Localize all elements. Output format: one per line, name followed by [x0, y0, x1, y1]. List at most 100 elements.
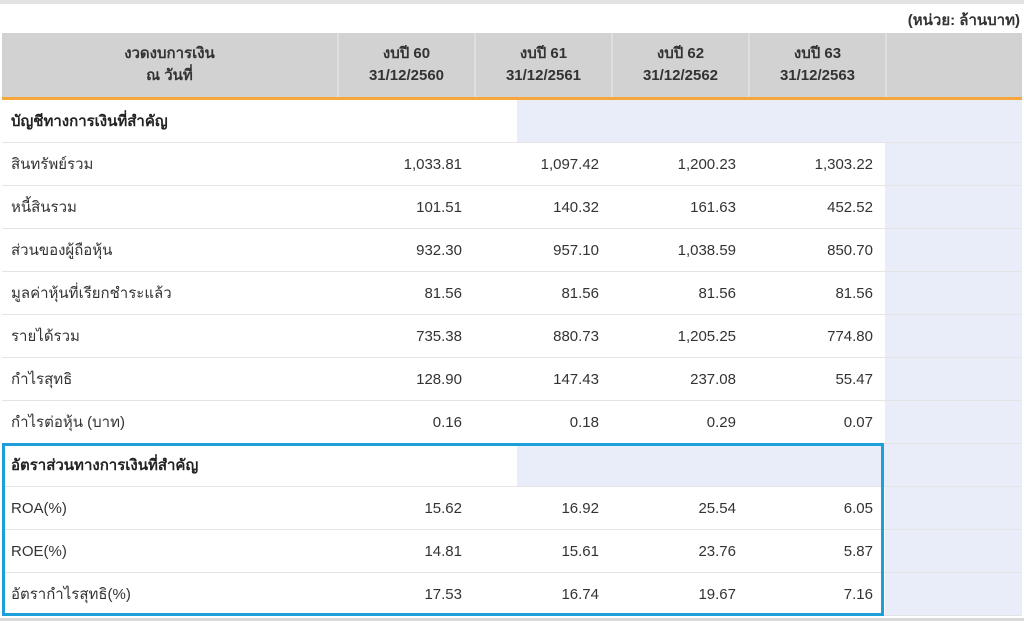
- value-y63: 452.52: [827, 198, 873, 216]
- row-label: ROE(%): [11, 542, 67, 560]
- period-line1: งวดงบการเงิน: [124, 45, 215, 63]
- value-y63: 0.07: [843, 413, 873, 431]
- value-y61: 15.61: [561, 542, 599, 560]
- value-y63: 850.70: [827, 241, 873, 259]
- section-title: บัญชีทางการเงินที่สำคัญ: [11, 113, 168, 130]
- row-label: อัตรากำไรสุทธิ(%): [11, 586, 131, 603]
- value-y60: 14.81: [424, 542, 462, 560]
- row-label: ส่วนของผู้ถือหุ้น: [11, 242, 113, 259]
- value-y62: 23.76: [698, 542, 736, 560]
- year-date: 31/12/2563: [779, 67, 856, 84]
- financial-table: งวดงบการเงิน ณ วันที่ งบปี 60 31/12/2560…: [2, 33, 1022, 616]
- row-label: หนี้สินรวม: [11, 199, 77, 216]
- row-roa: ROA(%) 15.62 16.92 25.54 6.05: [2, 487, 1022, 530]
- row-earnings-per-share: กำไรต่อหุ้น (บาท) 0.16 0.18 0.29 0.07: [2, 401, 1022, 444]
- value-y61: 0.18: [569, 413, 599, 431]
- top-divider: [0, 0, 1024, 4]
- empty-cell: [885, 315, 1022, 357]
- value-y61: 16.92: [561, 499, 599, 517]
- value-y62: 1,200.23: [677, 155, 736, 173]
- row-total-liabilities: หนี้สินรวม 101.51 140.32 161.63 452.52: [2, 186, 1022, 229]
- value-y61: 81.56: [561, 284, 599, 302]
- value-y61: 880.73: [553, 327, 599, 345]
- value-y62: 81.56: [698, 284, 736, 302]
- year-date: 31/12/2562: [642, 67, 719, 84]
- header-column-y62: งบปี 62 31/12/2562: [611, 33, 748, 97]
- value-y63: 5.87: [843, 542, 873, 560]
- row-net-profit: กำไรสุทธิ 128.90 147.43 237.08 55.47: [2, 358, 1022, 401]
- value-y60: 81.56: [424, 284, 462, 302]
- row-roe: ROE(%) 14.81 15.61 23.76 5.87: [2, 530, 1022, 573]
- value-y62: 25.54: [698, 499, 736, 517]
- year-label: งบปี 61: [519, 45, 568, 63]
- value-y61: 147.43: [553, 370, 599, 388]
- accent-bar: [2, 97, 1022, 100]
- row-paid-up-capital: มูลค่าหุ้นที่เรียกชำระแล้ว 81.56 81.56 8…: [2, 272, 1022, 315]
- header-column-y61: งบปี 61 31/12/2561: [474, 33, 611, 97]
- value-y63: 81.56: [835, 284, 873, 302]
- empty-cell: [885, 530, 1022, 572]
- value-y61: 16.74: [561, 585, 599, 603]
- value-y62: 1,038.59: [677, 241, 736, 259]
- year-label: งบปี 62: [656, 45, 705, 63]
- value-y63: 774.80: [827, 327, 873, 345]
- row-label: สินทรัพย์รวม: [11, 156, 94, 173]
- row-shareholders-equity: ส่วนของผู้ถือหุ้น 932.30 957.10 1,038.59…: [2, 229, 1022, 272]
- empty-cell: [885, 272, 1022, 314]
- empty-cell: [885, 487, 1022, 529]
- section-header-key-ratios: อัตราส่วนทางการเงินที่สำคัญ: [2, 444, 1022, 487]
- value-y62: 19.67: [698, 585, 736, 603]
- value-y61: 957.10: [553, 241, 599, 259]
- value-y60: 101.51: [416, 198, 462, 216]
- empty-cell: [516, 444, 1022, 486]
- bottom-divider: [0, 618, 1024, 621]
- year-date: 31/12/2560: [368, 67, 445, 84]
- value-y62: 161.63: [690, 198, 736, 216]
- row-label: รายได้รวม: [11, 328, 80, 345]
- row-label: ROA(%): [11, 499, 67, 517]
- year-date: 31/12/2561: [505, 67, 582, 84]
- value-y62: 1,205.25: [677, 327, 736, 345]
- value-y63: 55.47: [835, 370, 873, 388]
- empty-cell: [885, 573, 1022, 615]
- header-period-column: งวดงบการเงิน ณ วันที่: [2, 33, 337, 97]
- empty-cell: [885, 143, 1022, 185]
- row-label: มูลค่าหุ้นที่เรียกชำระแล้ว: [11, 285, 172, 302]
- value-y60: 17.53: [424, 585, 462, 603]
- row-label: กำไรต่อหุ้น (บาท): [11, 414, 125, 431]
- row-total-revenue: รายได้รวม 735.38 880.73 1,205.25 774.80: [2, 315, 1022, 358]
- header-empty-column: [885, 33, 1022, 97]
- row-net-profit-margin: อัตรากำไรสุทธิ(%) 17.53 16.74 19.67 7.16: [2, 573, 1022, 616]
- value-y61: 1,097.42: [540, 155, 599, 173]
- value-y60: 735.38: [416, 327, 462, 345]
- period-line2: ณ วันที่: [146, 67, 193, 84]
- empty-cell: [885, 229, 1022, 271]
- year-label: งบปี 60: [382, 45, 431, 63]
- section-header-key-accounts: บัญชีทางการเงินที่สำคัญ: [2, 100, 1022, 143]
- value-y60: 932.30: [416, 241, 462, 259]
- value-y63: 1,303.22: [814, 155, 873, 173]
- section-title: อัตราส่วนทางการเงินที่สำคัญ: [11, 457, 199, 474]
- value-y60: 128.90: [416, 370, 462, 388]
- table-header-row: งวดงบการเงิน ณ วันที่ งบปี 60 31/12/2560…: [2, 33, 1022, 97]
- value-y60: 1,033.81: [403, 155, 462, 173]
- value-y60: 0.16: [432, 413, 462, 431]
- value-y62: 237.08: [690, 370, 736, 388]
- table-body: บัญชีทางการเงินที่สำคัญ สินทรัพย์รวม 1,0…: [2, 100, 1022, 616]
- row-label: กำไรสุทธิ: [11, 371, 73, 388]
- value-y61: 140.32: [553, 198, 599, 216]
- row-total-assets: สินทรัพย์รวม 1,033.81 1,097.42 1,200.23 …: [2, 143, 1022, 186]
- header-column-y60: งบปี 60 31/12/2560: [337, 33, 474, 97]
- empty-cell: [516, 100, 1022, 142]
- value-y60: 15.62: [424, 499, 462, 517]
- empty-cell: [885, 358, 1022, 400]
- value-y63: 7.16: [843, 585, 873, 603]
- header-column-y63: งบปี 63 31/12/2563: [748, 33, 885, 97]
- value-y62: 0.29: [706, 413, 736, 431]
- year-label: งบปี 63: [793, 45, 842, 63]
- empty-cell: [885, 401, 1022, 443]
- unit-label: (หน่วย: ล้านบาท): [907, 12, 1020, 29]
- empty-cell: [885, 186, 1022, 228]
- value-y63: 6.05: [843, 499, 873, 517]
